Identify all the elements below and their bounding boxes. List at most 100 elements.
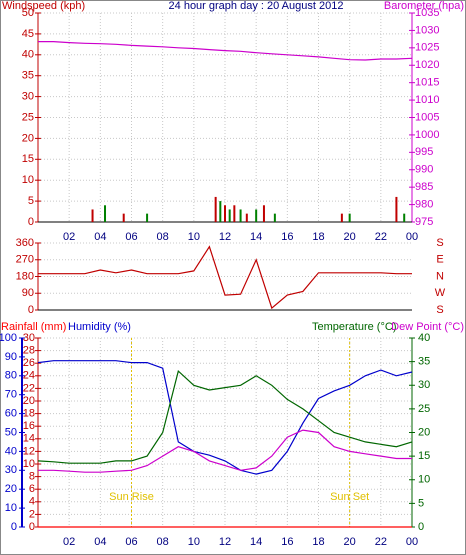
- y-tick-label: 20: [22, 132, 34, 144]
- y-tick-label: 35: [418, 356, 430, 368]
- wind-bar: [104, 205, 107, 222]
- x-tick-label: 08: [157, 536, 169, 548]
- wind-bar: [348, 213, 351, 222]
- y-tick-label: 10: [418, 474, 430, 486]
- y-tick-label: 10: [22, 174, 34, 186]
- y-tick-label: 1015: [415, 77, 439, 89]
- x-tick-label: 18: [312, 231, 324, 243]
- y-tick-label: 5: [418, 497, 424, 509]
- y-tick-label: 80: [5, 370, 17, 382]
- y-tick-label: 2: [29, 508, 35, 520]
- y-tick-label: 90: [22, 287, 34, 299]
- y-tick-label: 30: [5, 464, 17, 476]
- y-tick-label: 1000: [415, 129, 439, 141]
- wind-bar: [233, 205, 236, 222]
- data-line: [38, 41, 413, 61]
- x-tick-label: 10: [188, 231, 200, 243]
- legend-label: Humidity (%): [68, 321, 131, 333]
- y-tick-label: 180: [16, 270, 34, 282]
- legend-label: Barometer (hpa): [384, 0, 464, 12]
- y-tick-label: 270: [16, 254, 34, 266]
- wind-bar: [262, 205, 265, 222]
- annotation-label: Sun Rise: [109, 491, 154, 503]
- wind-bar: [224, 205, 226, 222]
- y-tick-label: 1030: [415, 24, 439, 36]
- y-tick-label: 90: [5, 351, 17, 363]
- y-tick-label: 22: [23, 382, 35, 394]
- x-tick-label: 14: [250, 536, 262, 548]
- legend-label: Dew Point (°C): [391, 321, 464, 333]
- x-tick-label: 16: [281, 536, 293, 548]
- y-tick-label: 24: [23, 370, 35, 382]
- y-tick-label: N: [436, 270, 444, 282]
- y-tick-label: 40: [22, 49, 34, 61]
- wind-bar: [403, 213, 406, 222]
- data-line: [37, 360, 413, 475]
- x-tick-label: 18: [312, 536, 324, 548]
- wind-bar: [340, 213, 343, 222]
- data-line: [38, 429, 412, 473]
- y-tick-label: 985: [415, 181, 433, 193]
- y-tick-label: S: [436, 237, 443, 249]
- y-tick-label: S: [436, 304, 443, 316]
- y-tick-label: 4: [29, 496, 35, 508]
- x-tick-label: 22: [375, 231, 387, 243]
- wind-bar: [255, 209, 258, 222]
- x-tick-label: 10: [188, 536, 200, 548]
- y-tick-label: 25: [22, 111, 34, 123]
- legend-label: Windspeed (kph): [2, 0, 85, 12]
- legend-label: Rainfall (mm): [1, 321, 66, 333]
- y-tick-label: 60: [5, 408, 17, 420]
- y-tick-label: 25: [418, 403, 430, 415]
- chart-title: 24 hour graph day : 20 August 2012: [169, 0, 344, 12]
- y-tick-label: 360: [16, 237, 34, 249]
- y-tick-label: 5: [28, 195, 34, 207]
- x-tick-label: 14: [250, 231, 262, 243]
- y-tick-label: 40: [418, 332, 430, 344]
- x-tick-label: 12: [219, 231, 231, 243]
- y-tick-label: 30: [23, 332, 35, 344]
- y-tick-label: 1020: [415, 59, 439, 71]
- wind-bar: [146, 213, 149, 222]
- y-tick-label: 0: [28, 216, 34, 228]
- y-tick-label: 1025: [415, 42, 439, 54]
- legend-label: Temperature (°C): [312, 321, 396, 333]
- y-tick-label: 0: [418, 521, 424, 533]
- y-tick-label: 15: [418, 450, 430, 462]
- x-tick-label: 22: [375, 536, 387, 548]
- y-tick-label: 1010: [415, 94, 439, 106]
- x-tick-label: 16: [281, 231, 293, 243]
- wind-bar: [214, 196, 217, 222]
- y-tick-label: W: [435, 287, 446, 299]
- data-line: [38, 245, 412, 310]
- wind-bar: [122, 213, 125, 222]
- wind-bar: [228, 209, 231, 222]
- y-tick-label: 40: [5, 445, 17, 457]
- y-tick-label: 6: [29, 483, 35, 495]
- x-tick-label: 20: [344, 536, 356, 548]
- wind-bar: [245, 213, 248, 222]
- y-tick-label: 26: [23, 357, 35, 369]
- y-tick-label: 0: [28, 304, 34, 316]
- y-tick-label: 990: [415, 164, 433, 176]
- y-tick-label: 0: [11, 521, 17, 533]
- y-tick-label: 20: [5, 483, 17, 495]
- x-tick-label: 06: [125, 536, 137, 548]
- y-tick-label: 14: [23, 433, 35, 445]
- y-tick-label: 15: [22, 153, 34, 165]
- y-tick-label: 70: [5, 389, 17, 401]
- x-tick-label: 06: [125, 231, 137, 243]
- y-tick-label: 10: [5, 502, 17, 514]
- y-tick-label: 20: [23, 395, 35, 407]
- wind-bar: [239, 209, 242, 222]
- y-tick-label: 995: [415, 146, 433, 158]
- y-tick-label: 100: [0, 332, 17, 344]
- y-tick-label: 50: [5, 426, 17, 438]
- x-tick-label: 12: [219, 536, 231, 548]
- x-tick-label: 02: [63, 231, 75, 243]
- y-tick-label: 1005: [415, 111, 439, 123]
- data-line: [37, 369, 413, 464]
